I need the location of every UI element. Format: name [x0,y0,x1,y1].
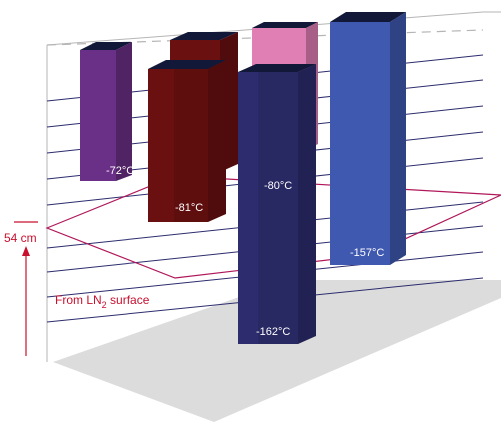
bar-blue-top [330,12,406,22]
bar-dark-red-back-top [170,32,238,40]
bar-dark-red-front-right [174,69,208,222]
bar-navy: -80°C -162°C [238,64,316,344]
depth-dimension: 54 cm From LN2 surface [4,221,150,356]
bar-dark-red-front-front [148,69,174,222]
bar-navy-front [238,72,258,344]
bar-dark-red-front-side [208,60,226,222]
bar-purple-value-label: -72°C [106,165,134,177]
bar-dark-red-front: -81°C [148,60,226,222]
dimension-value-label: 54 cm [4,231,37,245]
bar-purple: -72°C [80,42,134,181]
dimension-arrow-head [22,246,30,256]
bar-navy-upper-value-label: -80°C [264,180,292,192]
bar-navy-top [238,64,316,72]
dimension-note: From LN2 surface [55,293,150,310]
bar-navy-side [298,64,316,344]
bar-blue-value-label: -157°C [350,247,384,259]
bar-navy-right [258,72,298,344]
bar-purple-side [116,42,132,181]
bar-pink-top [252,22,318,28]
bar-dark-red-front-top [148,60,226,69]
note-suffix: surface [107,293,150,307]
bar-purple-top [80,42,132,50]
bar-blue-side [390,12,406,265]
note-subscript: 2 [102,300,107,310]
bar-blue: -157°C [330,12,406,265]
bar-dark-red-value-label: -81°C [175,202,203,214]
bar-navy-lower-value-label: -162°C [256,326,290,338]
bar-blue-front [330,22,390,265]
note-prefix: From LN [55,293,102,307]
floor-shadow [53,280,501,422]
bar-purple-front [80,50,116,181]
